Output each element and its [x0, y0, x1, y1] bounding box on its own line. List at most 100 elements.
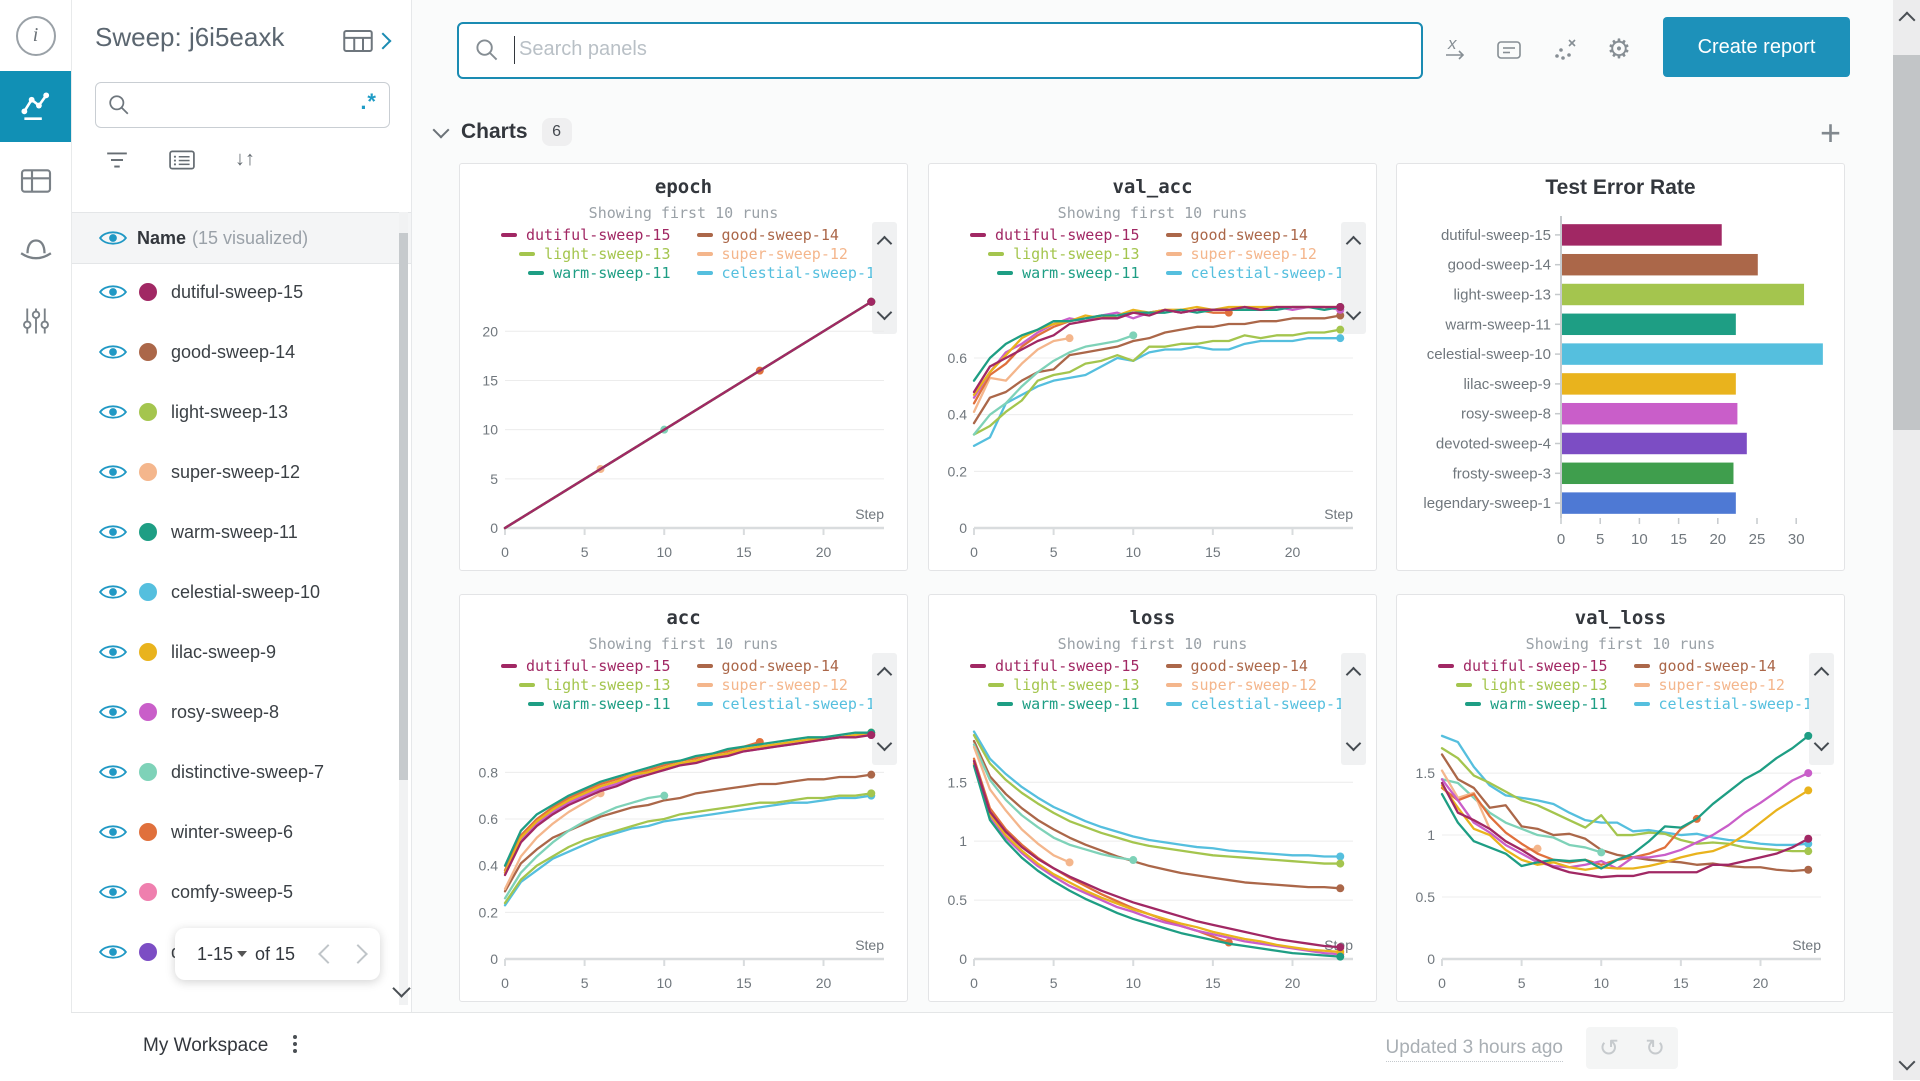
add-panel-button[interactable]: + [1820, 112, 1842, 153]
eye-icon[interactable] [99, 342, 127, 362]
sidebar-item-controls[interactable] [0, 285, 71, 356]
legend-entry[interactable]: good-sweep-14 [1165, 226, 1351, 244]
eye-icon[interactable] [99, 462, 127, 482]
legend-entry[interactable]: dutiful-sweep-15 [955, 657, 1140, 675]
panel-card-acc[interactable]: acc Showing first 10 runs dutiful-sweep-… [459, 594, 908, 1002]
sort-icon[interactable]: ↓↑ [235, 148, 255, 170]
sidebar-scrollbar-thumb[interactable] [399, 233, 408, 780]
eye-icon[interactable] [99, 402, 127, 422]
workspace-menu-button[interactable] [293, 1035, 297, 1053]
legend-entry[interactable]: good-sweep-14 [696, 226, 882, 244]
settings-gear-icon[interactable]: ⚙ [1606, 34, 1632, 64]
scroll-up-icon[interactable] [876, 235, 893, 252]
legend-entry[interactable]: warm-sweep-11 [486, 695, 671, 713]
run-row[interactable]: good-sweep-14 [71, 322, 411, 382]
window-scrollbar-thumb[interactable] [1893, 55, 1920, 430]
legend-entry[interactable]: dutiful-sweep-15 [955, 226, 1140, 244]
run-row[interactable]: light-sweep-13 [71, 382, 411, 442]
legend-entry[interactable]: good-sweep-14 [696, 657, 882, 675]
redo-button[interactable]: ↻ [1644, 1034, 1666, 1062]
run-label[interactable]: lilac-sweep-9 [171, 641, 277, 662]
page-size-caret-icon[interactable] [237, 951, 248, 957]
run-label[interactable]: winter-sweep-6 [171, 821, 294, 842]
run-row[interactable]: comfy-sweep-5 [71, 862, 411, 922]
regex-toggle[interactable]: .* [360, 89, 377, 114]
eye-icon[interactable] [99, 822, 127, 842]
run-label[interactable]: comfy-sweep-5 [171, 881, 294, 902]
run-row[interactable]: rosy-sweep-8 [71, 682, 411, 742]
legend-entry[interactable]: dutiful-sweep-15 [486, 226, 671, 244]
run-label[interactable]: warm-sweep-11 [171, 521, 298, 542]
x-axis-settings-icon[interactable]: x [1440, 34, 1470, 64]
eye-icon[interactable] [99, 762, 127, 782]
legend-entry[interactable]: warm-sweep-11 [955, 695, 1140, 713]
scroll-up-icon[interactable] [1345, 235, 1362, 252]
charts-section-header[interactable]: Charts 6 [432, 118, 572, 146]
run-row[interactable]: celestial-sweep-10 [71, 562, 411, 622]
undo-button[interactable]: ↺ [1598, 1034, 1620, 1062]
panel-card-val-loss[interactable]: val_loss Showing first 10 runs dutiful-s… [1396, 594, 1845, 1002]
run-row[interactable]: dutiful-sweep-15 [71, 262, 411, 322]
legend-entry[interactable]: dutiful-sweep-15 [1423, 657, 1608, 675]
legend-entry[interactable]: celestial-sweep-10 [1633, 695, 1821, 713]
run-search-input[interactable] [140, 87, 344, 123]
legend-entry[interactable]: good-sweep-14 [1633, 657, 1819, 675]
legend-entry[interactable]: super-sweep-12 [1633, 676, 1819, 694]
run-label[interactable]: good-sweep-14 [171, 341, 296, 362]
legend-entry[interactable]: light-sweep-13 [486, 676, 671, 694]
sidebar-item-panels[interactable] [0, 145, 71, 216]
panel-card-epoch[interactable]: epoch Showing first 10 runs dutiful-swee… [459, 163, 908, 571]
run-label[interactable]: super-sweep-12 [171, 461, 301, 482]
run-label[interactable]: dutiful-sweep-15 [171, 281, 304, 302]
legend-entry[interactable]: light-sweep-13 [955, 676, 1140, 694]
create-report-button[interactable]: Create report [1663, 17, 1850, 77]
sidebar-item-info[interactable]: i [0, 0, 71, 71]
eye-icon[interactable] [99, 702, 127, 722]
prev-page-button[interactable] [318, 944, 338, 964]
legend-entry[interactable]: warm-sweep-11 [1423, 695, 1608, 713]
legend-entry[interactable]: celestial-sweep-10 [696, 695, 884, 713]
legend-entry[interactable]: light-sweep-13 [1423, 676, 1608, 694]
filter-icon[interactable] [105, 149, 129, 171]
list-settings-icon[interactable] [169, 149, 195, 171]
eye-icon[interactable] [99, 882, 127, 902]
sidebar-item-workspace-charts[interactable] [0, 71, 71, 142]
scroll-up-icon[interactable] [1345, 666, 1362, 683]
panel-card-test-error-rate[interactable]: Test Error Rate dutiful-sweep-15 good-swe… [1396, 163, 1845, 571]
legend-entry[interactable]: super-sweep-12 [1165, 676, 1351, 694]
workspace-title[interactable]: My Workspace [143, 1035, 269, 1056]
open-table-button[interactable] [343, 28, 392, 54]
eye-icon[interactable] [99, 228, 127, 248]
run-label[interactable]: celestial-sweep-10 [171, 581, 321, 602]
panel-card-loss[interactable]: loss Showing first 10 runs dutiful-sweep… [928, 594, 1377, 1002]
legend-entry[interactable]: super-sweep-12 [1165, 245, 1351, 263]
run-row[interactable]: super-sweep-12 [71, 442, 411, 502]
legend-entry[interactable]: super-sweep-12 [696, 245, 882, 263]
page-range[interactable]: 1-15 [197, 943, 234, 964]
next-page-button[interactable] [348, 944, 368, 964]
legend-entry[interactable]: super-sweep-12 [696, 676, 882, 694]
panel-card-val-acc[interactable]: val_acc Showing first 10 runs dutiful-sw… [928, 163, 1377, 571]
outliers-icon[interactable] [1550, 34, 1580, 64]
legend-entry[interactable]: light-sweep-13 [955, 245, 1140, 263]
run-row[interactable]: lilac-sweep-9 [71, 622, 411, 682]
legend-entry[interactable]: warm-sweep-11 [955, 264, 1140, 282]
sidebar-item-sweeps[interactable] [0, 213, 71, 284]
panel-search-input[interactable] [517, 32, 1381, 67]
legend-entry[interactable]: celestial-sweep-10 [1165, 264, 1353, 282]
run-row[interactable]: warm-sweep-11 [71, 502, 411, 562]
eye-icon[interactable] [99, 582, 127, 602]
scroll-up-icon[interactable] [876, 666, 893, 683]
run-label[interactable]: rosy-sweep-8 [171, 701, 280, 722]
legend-entry[interactable]: good-sweep-14 [1165, 657, 1351, 675]
legend-entry[interactable]: light-sweep-13 [486, 245, 671, 263]
run-row[interactable]: winter-sweep-6 [71, 802, 411, 862]
eye-icon[interactable] [99, 282, 127, 302]
legend-entry[interactable]: celestial-sweep-10 [696, 264, 884, 282]
legend-entry[interactable]: warm-sweep-11 [486, 264, 671, 282]
run-label[interactable]: distinctive-sweep-7 [171, 761, 325, 782]
scroll-up-icon[interactable] [1813, 666, 1830, 683]
run-label[interactable]: light-sweep-13 [171, 401, 289, 422]
run-row[interactable]: distinctive-sweep-7 [71, 742, 411, 802]
eye-icon[interactable] [99, 642, 127, 662]
